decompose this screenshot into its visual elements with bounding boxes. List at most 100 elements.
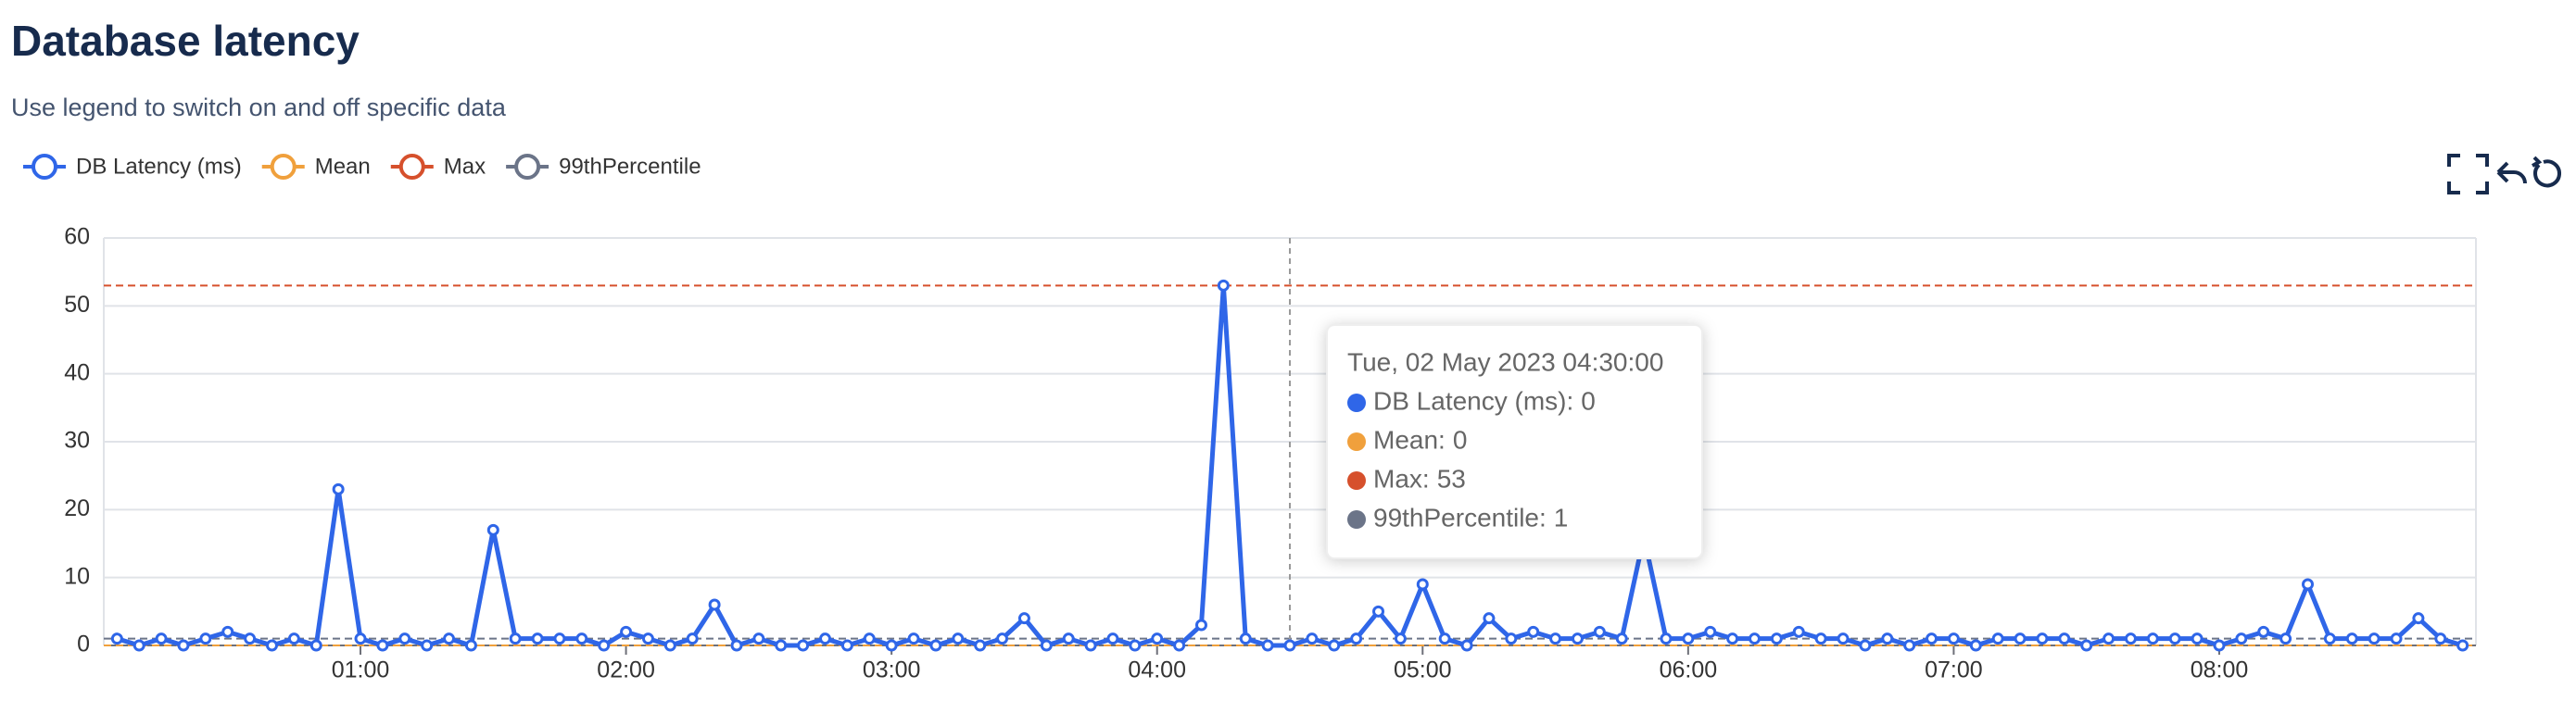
point: [1194, 619, 1207, 632]
y-tick-label: 50: [64, 292, 90, 318]
y-tick-label: 60: [64, 224, 90, 250]
point: [265, 639, 278, 652]
tooltip-label: 99thPercentile:: [1373, 503, 1547, 532]
point: [221, 625, 234, 638]
point: [1770, 632, 1783, 645]
legend-marker: [398, 154, 425, 180]
point: [177, 639, 190, 652]
point: [952, 632, 965, 645]
y-tick-label: 10: [64, 563, 90, 589]
point: [1416, 578, 1429, 591]
point: [2368, 632, 2380, 645]
point: [1483, 612, 1496, 625]
legend-item[interactable]: Mean: [261, 154, 371, 180]
legend-item[interactable]: DB Latency (ms): [23, 154, 242, 180]
point: [2235, 632, 2248, 645]
point: [1173, 639, 1186, 652]
point: [2102, 632, 2115, 645]
point: [2257, 625, 2270, 638]
point: [1151, 632, 1164, 645]
point: [2124, 632, 2137, 645]
point: [486, 523, 499, 536]
reset-icon[interactable]: [2532, 156, 2561, 188]
point: [863, 632, 876, 645]
legend-label: DB Latency (ms): [76, 154, 242, 179]
point: [1682, 632, 1695, 645]
y-tick-label: 40: [64, 359, 90, 385]
point: [819, 632, 832, 645]
legend-label: 99thPercentile: [559, 154, 701, 179]
point: [1438, 632, 1451, 645]
point: [2302, 578, 2315, 591]
point: [244, 632, 257, 645]
point: [929, 639, 942, 652]
legend-marker: [514, 154, 541, 180]
legend-marker: [32, 154, 57, 180]
point: [1350, 632, 1363, 645]
undo-icon[interactable]: [2496, 161, 2527, 184]
point: [398, 632, 411, 645]
point: [287, 632, 300, 645]
tooltip-value: 53: [1437, 464, 1466, 493]
toolbox[interactable]: [2447, 154, 2561, 194]
point: [464, 639, 477, 652]
point: [2412, 612, 2425, 625]
point: [2279, 632, 2292, 645]
y-tick-label: 30: [64, 428, 90, 454]
legend-item[interactable]: 99thPercentile: [506, 154, 701, 180]
point: [2168, 632, 2181, 645]
tooltip-title: Tue, 02 May 2023 04:30:00: [1347, 347, 1663, 376]
point: [1062, 632, 1075, 645]
point: [2191, 632, 2203, 645]
point: [1593, 625, 1606, 638]
point: [1881, 632, 1894, 645]
point: [996, 632, 1009, 645]
point: [1615, 632, 1628, 645]
tooltip-box: [1326, 324, 1703, 559]
legend-item[interactable]: Max: [390, 154, 486, 180]
point: [133, 639, 145, 652]
x-tick-label: 02:00: [597, 657, 655, 683]
point: [1217, 279, 1230, 292]
point: [1792, 625, 1805, 638]
point: [663, 639, 676, 652]
point: [1704, 625, 1717, 638]
point: [1527, 625, 1540, 638]
point: [531, 632, 544, 645]
point: [421, 639, 434, 652]
tooltip-dot: [1347, 394, 1366, 412]
point: [1328, 639, 1341, 652]
point: [2345, 632, 2358, 645]
x-tick-label: 06:00: [1660, 657, 1718, 683]
point: [110, 632, 123, 645]
point: [309, 639, 322, 652]
tooltip-value: 0: [1453, 425, 1468, 454]
point: [641, 632, 654, 645]
point: [1460, 639, 1473, 652]
point: [974, 639, 987, 652]
fullscreen-icon[interactable]: [2447, 154, 2489, 194]
point: [1372, 605, 1385, 618]
x-tick-label: 05:00: [1394, 657, 1452, 683]
tooltip-dot: [1347, 510, 1366, 529]
point: [1571, 632, 1584, 645]
point: [1859, 639, 1872, 652]
tooltip-label: DB Latency (ms):: [1373, 386, 1573, 415]
point: [885, 639, 898, 652]
chart-title: Database latency: [11, 17, 360, 65]
point: [1239, 632, 1252, 645]
point: [2146, 632, 2159, 645]
point: [1837, 632, 1850, 645]
point: [509, 632, 522, 645]
point: [775, 639, 788, 652]
point: [598, 639, 611, 652]
point: [797, 639, 810, 652]
point: [2390, 632, 2403, 645]
point: [1947, 632, 1960, 645]
point: [708, 598, 721, 611]
point: [354, 632, 367, 645]
point: [1017, 612, 1030, 625]
point: [1991, 632, 2004, 645]
point: [155, 632, 168, 645]
